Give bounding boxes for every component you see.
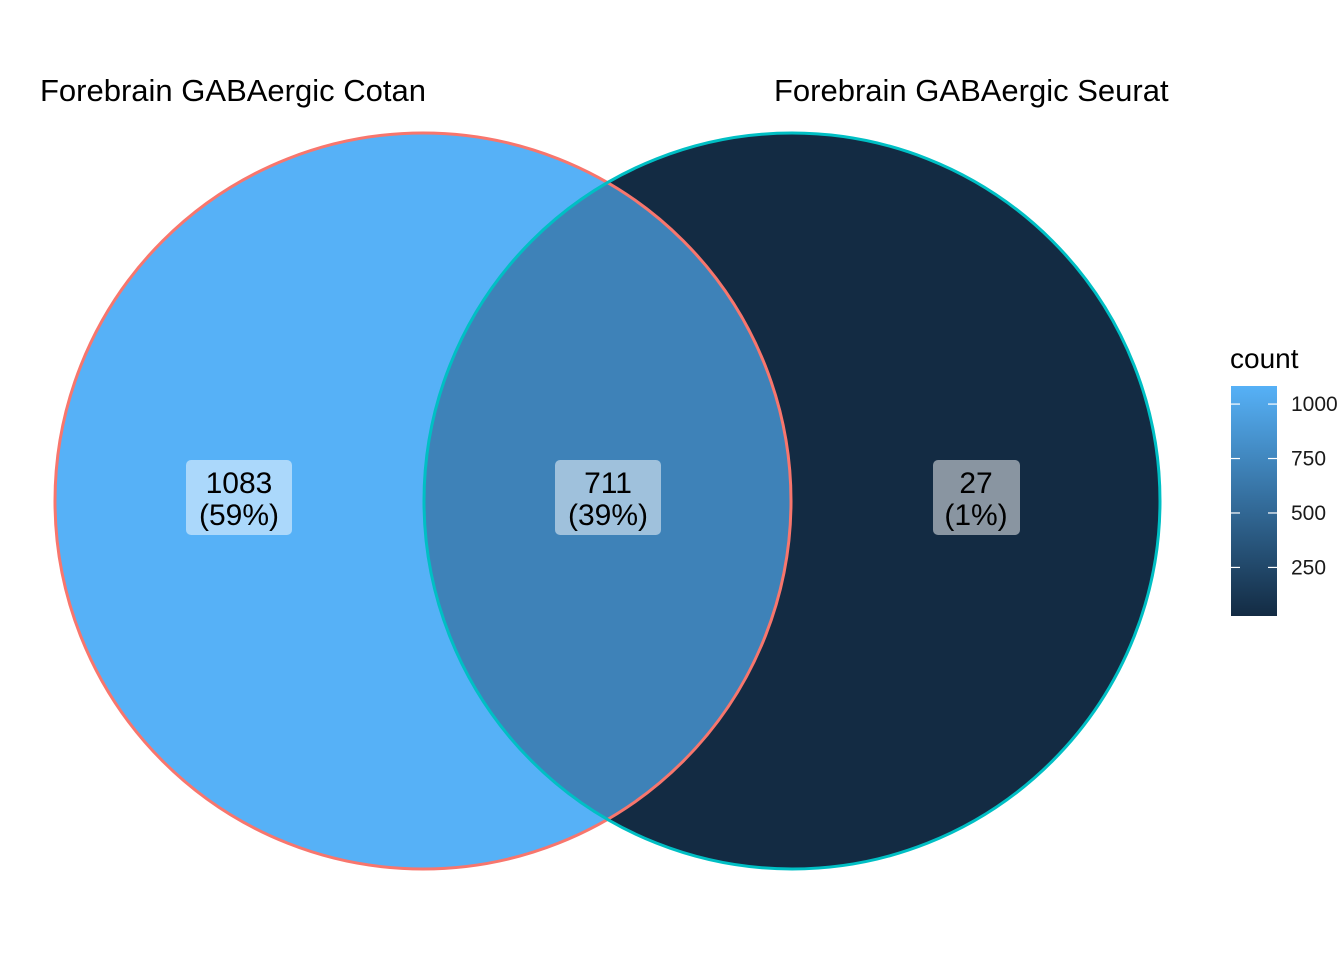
set-outline-cotan — [53, 131, 793, 871]
region-count-cotan: 1083 — [206, 467, 273, 500]
region-count-seurat: 27 — [959, 467, 992, 500]
region-percent-seurat: (1%) — [944, 499, 1007, 532]
legend-title: count — [1230, 343, 1299, 374]
set-label-seurat: Forebrain GABAergic Seurat — [774, 73, 1169, 108]
legend: count 1000 750 500 250 — [1230, 343, 1338, 616]
set-label-cotan: Forebrain GABAergic Cotan — [40, 73, 426, 108]
region-percent-intersection: (39%) — [568, 499, 648, 532]
region-intersection — [424, 133, 791, 869]
region-percent-cotan: (59%) — [199, 499, 279, 532]
region-label-box-intersection — [555, 460, 661, 535]
legend-colorbar — [1231, 386, 1277, 616]
legend-tick-label: 1000 — [1291, 393, 1338, 416]
region-label-box-seurat — [933, 460, 1020, 535]
set-outline-seurat — [422, 131, 1162, 871]
legend-tick-label: 750 — [1291, 448, 1326, 471]
legend-tick-label: 500 — [1291, 502, 1326, 525]
region-count-intersection: 711 — [584, 467, 632, 500]
legend-tick-label: 250 — [1291, 556, 1326, 579]
region-label-box-cotan — [186, 460, 292, 535]
